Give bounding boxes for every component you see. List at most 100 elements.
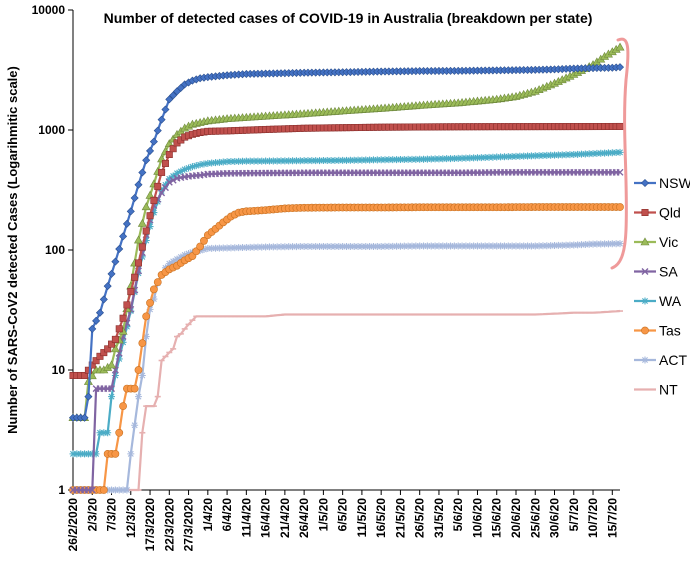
data-point-act	[520, 242, 528, 250]
data-point-act	[570, 241, 578, 249]
data-point-wa	[354, 156, 362, 164]
data-point-qld	[142, 227, 150, 235]
data-point-wa	[473, 154, 481, 162]
x-tick-label: 1/4/20	[201, 498, 215, 532]
data-point-nsw	[119, 232, 128, 241]
data-point-act	[516, 242, 524, 250]
data-point-tas	[196, 242, 205, 251]
data-point-act	[616, 240, 624, 248]
data-point-act	[601, 240, 609, 248]
data-point-act	[142, 333, 150, 341]
data-point-act	[169, 257, 177, 265]
data-point-wa	[69, 450, 77, 458]
data-point-nsw	[126, 207, 135, 216]
data-point-wa	[161, 181, 169, 189]
data-point-act	[308, 242, 316, 250]
data-point-wa	[443, 155, 451, 163]
data-point-act	[235, 244, 243, 252]
x-tick-label: 26/2/2020	[66, 498, 80, 552]
data-point-act	[350, 242, 358, 250]
data-point-qld	[169, 145, 177, 153]
data-point-act	[316, 242, 324, 250]
data-point-wa	[358, 156, 366, 164]
data-point-qld	[88, 361, 96, 369]
data-point-wa	[281, 157, 289, 165]
data-point-act	[504, 242, 512, 250]
series-nsw	[68, 63, 625, 422]
data-point-wa	[335, 156, 343, 164]
data-point-wa	[508, 153, 516, 161]
data-point-wa	[404, 155, 412, 163]
data-point-act	[396, 242, 404, 250]
data-point-act	[188, 248, 196, 256]
data-point-act	[304, 242, 312, 250]
data-point-wa	[531, 152, 539, 160]
data-point-wa	[470, 154, 478, 162]
legend-marker-tas	[641, 326, 649, 335]
data-point-act	[558, 241, 566, 249]
data-point-nsw	[149, 137, 158, 146]
data-point-nsw	[161, 105, 170, 114]
legend-marker-nsw	[640, 178, 650, 188]
data-point-wa	[400, 155, 408, 163]
data-point-act	[281, 243, 289, 251]
data-point-act	[481, 242, 489, 250]
data-point-act	[196, 247, 204, 255]
data-point-act	[265, 243, 273, 251]
data-point-wa	[192, 162, 200, 170]
data-point-act	[473, 242, 481, 250]
legend-label-nsw: NSW	[659, 175, 690, 191]
data-point-wa	[416, 155, 424, 163]
data-point-vic	[137, 218, 147, 227]
data-point-nsw	[107, 269, 116, 278]
data-point-wa	[277, 157, 285, 165]
data-point-tas	[134, 366, 143, 374]
data-point-act	[327, 242, 335, 250]
data-point-act	[111, 486, 119, 494]
data-point-act	[200, 245, 208, 253]
data-point-wa	[331, 156, 339, 164]
data-point-qld	[115, 325, 123, 333]
data-point-act	[477, 242, 485, 250]
data-point-act	[408, 242, 416, 250]
data-point-act	[150, 295, 158, 303]
legend-item-qld: Qld	[634, 205, 681, 221]
x-tick-label: 20/6/20	[509, 498, 523, 538]
data-point-tas	[138, 339, 147, 348]
data-point-wa	[520, 152, 528, 160]
data-point-tas	[153, 278, 162, 287]
data-point-wa	[577, 150, 585, 158]
data-point-wa	[146, 223, 154, 231]
annotation-bracket	[610, 37, 630, 270]
data-point-wa	[458, 154, 466, 162]
data-point-wa	[597, 149, 605, 157]
data-point-qld	[108, 340, 116, 348]
data-point-wa	[454, 154, 462, 162]
y-axis-label: Number of SARS-CoV2 detected Cases (Loga…	[5, 66, 20, 434]
data-point-wa	[215, 158, 223, 166]
legend-item-nsw: NSW	[634, 175, 690, 191]
data-point-act	[289, 243, 297, 251]
data-point-wa	[493, 153, 501, 161]
data-point-qld	[123, 301, 131, 309]
x-tick-label: 10/6/20	[470, 498, 484, 538]
data-point-wa	[312, 157, 320, 165]
data-point-act	[427, 242, 435, 250]
data-point-act	[343, 242, 350, 250]
data-point-tas	[200, 236, 208, 245]
data-point-nsw	[115, 244, 124, 254]
data-point-wa	[181, 165, 189, 173]
data-point-act	[123, 486, 131, 494]
data-point-wa	[574, 150, 582, 158]
x-tick-label: 5/7/20	[567, 498, 581, 532]
data-point-wa	[265, 157, 273, 165]
data-point-wa	[111, 371, 119, 379]
data-point-act	[589, 240, 597, 248]
data-point-nsw	[130, 193, 139, 203]
series-line-sa	[73, 171, 620, 492]
data-point-act	[385, 242, 393, 250]
data-point-wa	[477, 154, 485, 162]
data-point-sa	[108, 385, 116, 393]
data-point-wa	[551, 151, 559, 159]
data-point-nsw	[134, 180, 143, 189]
